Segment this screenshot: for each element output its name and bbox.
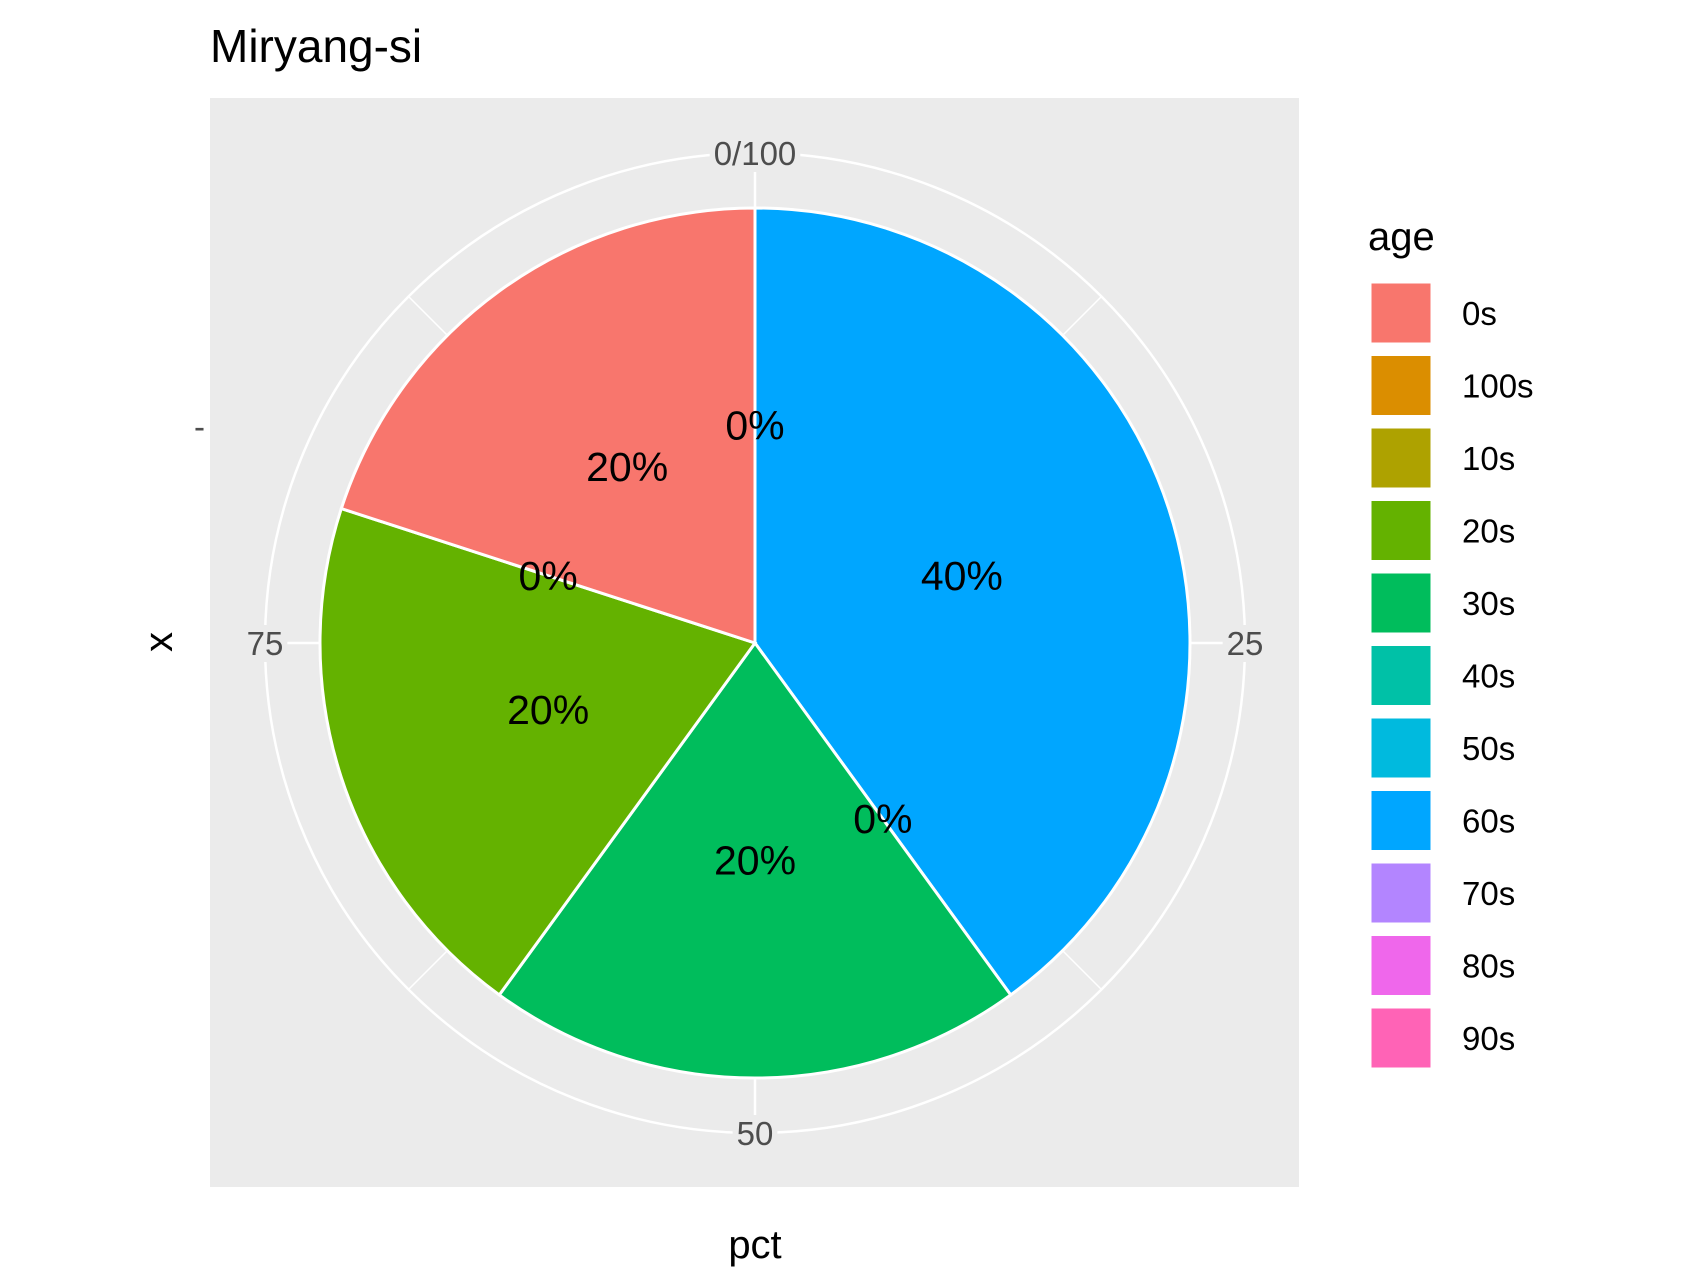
legend-key-100s bbox=[1368, 353, 1434, 418]
legend-key-10s bbox=[1368, 425, 1434, 491]
legend-key-50s bbox=[1368, 715, 1434, 781]
legend-key-60s bbox=[1368, 788, 1434, 853]
data-label-20s: 20% bbox=[507, 687, 589, 733]
angle-tick-bg bbox=[732, 1115, 778, 1152]
legend-key-30s bbox=[1368, 570, 1434, 636]
angle-tick-bg bbox=[709, 135, 801, 172]
y-axis-title: x bbox=[137, 632, 181, 652]
legend-label-60s: 60s bbox=[1462, 803, 1515, 840]
slice-layer bbox=[318, 206, 1192, 1080]
tick-layer: 0/100 25 50 75 bbox=[242, 135, 1268, 1152]
legend-title: age bbox=[1368, 215, 1435, 259]
pie-slice-30s bbox=[497, 640, 1013, 1080]
data-label-layer: 40% 0% 20% 20% 0% 20% 0% bbox=[507, 403, 1003, 884]
legend-items: 0s 100s 10s 20s 30s 40s 50s 60s 70s 80s 90s bbox=[1368, 280, 1534, 1071]
legend-key-70s bbox=[1368, 860, 1434, 926]
angle-tick-label: 0/100 bbox=[714, 135, 797, 172]
legend-label-20s: 20s bbox=[1462, 513, 1515, 550]
legend-key-80s bbox=[1368, 933, 1434, 998]
legend-key-90s bbox=[1368, 1005, 1434, 1071]
angle-tick-label: 50 bbox=[737, 1115, 774, 1152]
chart-title: Miryang-si bbox=[210, 20, 422, 72]
legend-label-90s: 90s bbox=[1462, 1020, 1515, 1057]
legend-label-10s: 10s bbox=[1462, 440, 1515, 477]
angle-tick-bg bbox=[1222, 625, 1268, 662]
legend: age 0s 100s 10s 20s 30s 40s 50s 60s 70s 80s 90s bbox=[1368, 215, 1534, 1071]
angle-tick-bg bbox=[242, 625, 288, 662]
legend-label-70s: 70s bbox=[1462, 875, 1515, 912]
legend-label-40s: 40s bbox=[1462, 658, 1515, 695]
angle-tick-label: 25 bbox=[1227, 625, 1264, 662]
legend-label-100s: 100s bbox=[1462, 368, 1534, 405]
data-label-0s: 20% bbox=[586, 444, 668, 490]
legend-label-50s: 50s bbox=[1462, 730, 1515, 767]
pie-slice-60s bbox=[753, 206, 1192, 998]
angle-tick-label: 75 bbox=[247, 625, 284, 662]
x-axis-title: pct bbox=[728, 1223, 781, 1267]
legend-label-80s: 80s bbox=[1462, 948, 1515, 985]
legend-key-0s bbox=[1368, 280, 1434, 346]
data-label-10s: 0% bbox=[519, 553, 578, 599]
data-label-60s: 40% bbox=[921, 553, 1003, 599]
data-label-100s: 0% bbox=[725, 403, 784, 449]
legend-label-30s: 30s bbox=[1462, 585, 1515, 622]
legend-label-0s: 0s bbox=[1462, 295, 1497, 332]
legend-key-40s bbox=[1368, 643, 1434, 708]
data-label-30s: 20% bbox=[714, 838, 796, 884]
pie-slice-0s bbox=[339, 206, 757, 646]
legend-key-20s bbox=[1368, 498, 1434, 563]
pie-slice-20s bbox=[318, 506, 758, 998]
y-tick-label: - bbox=[194, 408, 205, 445]
data-label-50s: 0% bbox=[853, 796, 912, 842]
